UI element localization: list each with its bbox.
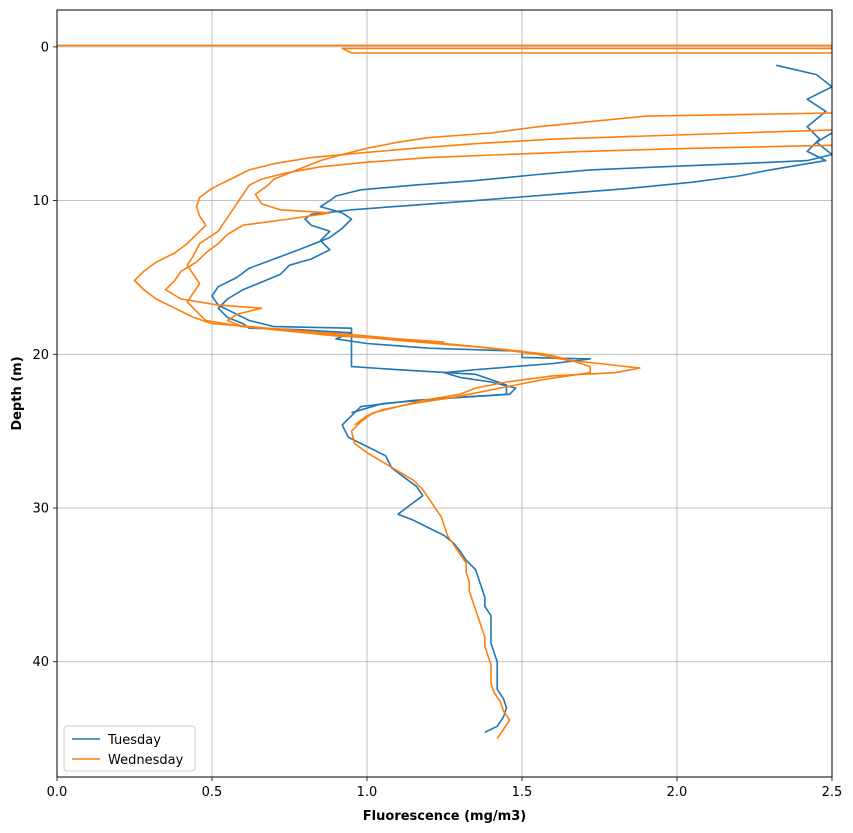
x-tick-label: 1.5	[512, 785, 533, 800]
series-line-tuesday-cast-2	[211, 132, 832, 414]
x-tick-label: 2.0	[667, 785, 688, 800]
series-line-wednesday-cast-4	[186, 144, 832, 343]
legend-label-wednesday: Wednesday	[108, 753, 184, 768]
y-tick-label: 0	[41, 40, 49, 55]
y-tick-label: 40	[32, 655, 49, 670]
ticks: 0.0 0.5 1.0 1.5 2.0 2.5 0 10 20 30 40	[32, 40, 842, 800]
y-tick-label: 10	[32, 194, 49, 209]
x-axis-label: Fluorescence (mg/m3)	[363, 809, 526, 824]
plot-frame	[56, 9, 833, 778]
x-tick-label: 2.5	[822, 785, 843, 800]
x-tick-label: 0.5	[202, 785, 223, 800]
legend: Tuesday Wednesday	[63, 725, 196, 772]
y-tick-label: 20	[32, 348, 49, 363]
y-axis-label: Depth (m)	[10, 356, 25, 430]
series-line-wednesday-cast-2	[164, 112, 832, 740]
series-line-wednesday-cast-1	[57, 44, 832, 54]
y-tick-label: 30	[32, 502, 49, 517]
x-tick-label: 0.0	[47, 785, 68, 800]
series-layer	[57, 44, 832, 740]
series-line-wednesday-cast-3	[133, 129, 832, 426]
legend-label-tuesday: Tuesday	[107, 733, 161, 748]
x-tick-label: 1.0	[357, 785, 378, 800]
